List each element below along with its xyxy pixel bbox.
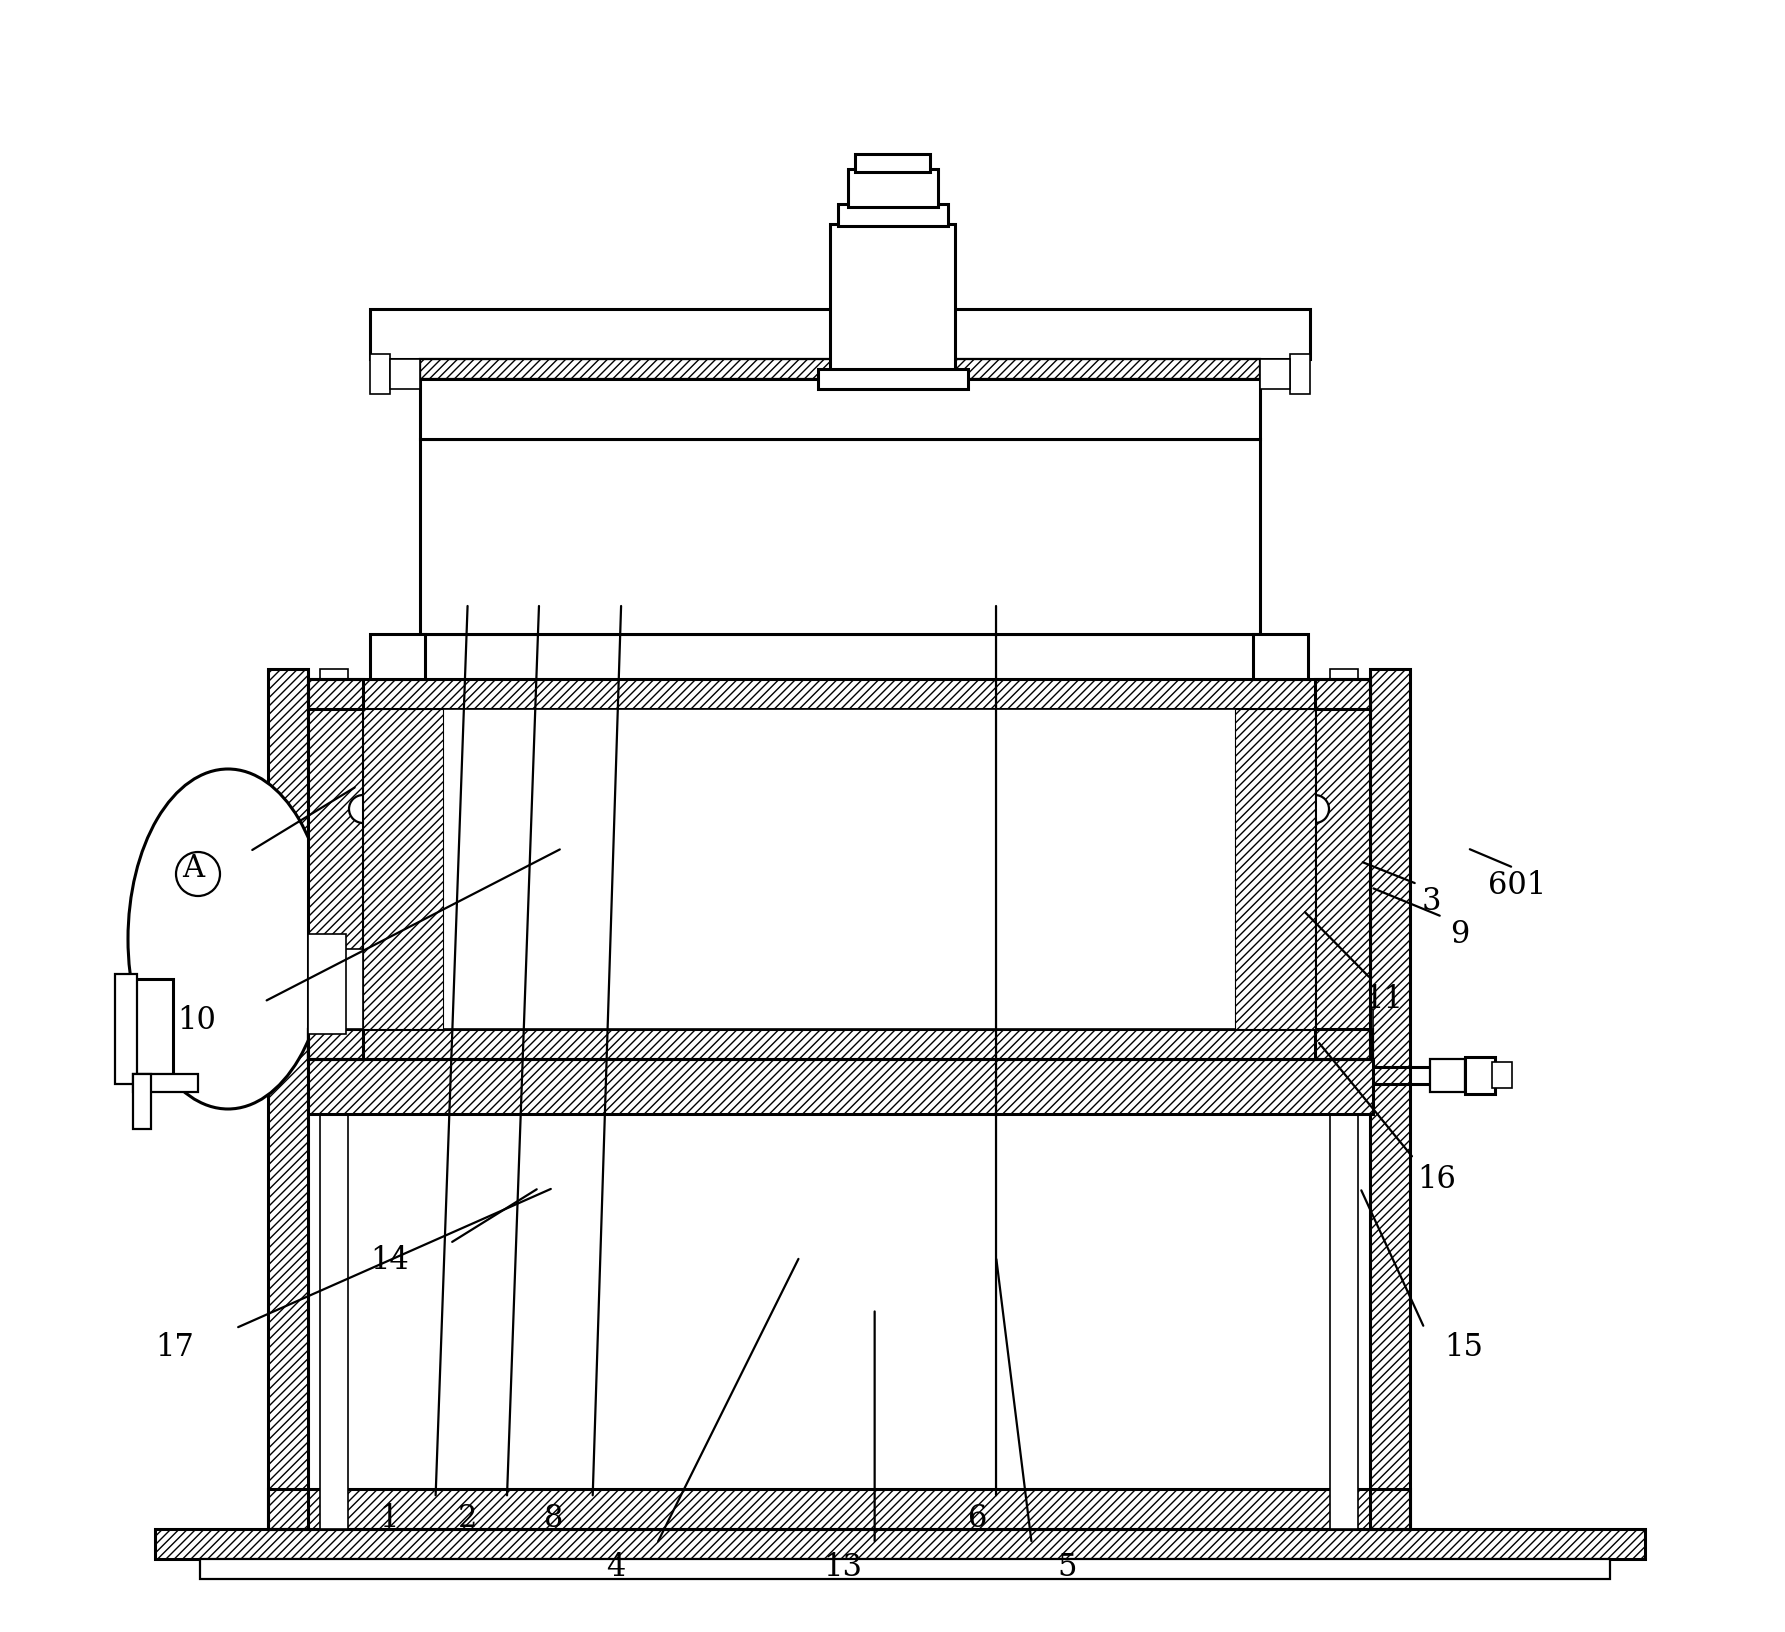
Bar	[114, 974, 137, 1084]
Text: 17: 17	[155, 1332, 195, 1361]
Bar	[1371, 669, 1410, 1529]
Bar	[419, 439, 1260, 635]
Bar	[818, 370, 967, 390]
Text: 10: 10	[177, 1005, 216, 1035]
Bar	[268, 1488, 1410, 1529]
Bar	[362, 710, 443, 1030]
Bar	[309, 1030, 1371, 1059]
Bar	[309, 679, 1371, 710]
Bar	[419, 359, 1260, 380]
Bar	[268, 1488, 1410, 1529]
Bar	[419, 380, 1260, 439]
Bar	[848, 170, 937, 207]
Bar	[309, 935, 346, 1035]
Bar	[1330, 669, 1358, 1529]
Bar	[369, 635, 425, 679]
Bar	[309, 1030, 1373, 1059]
Bar	[837, 206, 948, 227]
Bar	[309, 950, 362, 1030]
Circle shape	[350, 795, 377, 824]
Bar	[1253, 635, 1308, 679]
Bar	[1316, 679, 1371, 1059]
Bar	[419, 359, 1260, 380]
Text: 11: 11	[1364, 984, 1403, 1013]
Bar	[369, 354, 389, 395]
Bar	[134, 1074, 152, 1129]
Circle shape	[121, 1046, 150, 1074]
Bar	[389, 359, 419, 390]
Bar	[268, 669, 309, 1529]
Bar	[1260, 359, 1291, 390]
Text: 1: 1	[380, 1503, 398, 1532]
Bar	[155, 1529, 1646, 1559]
Bar	[309, 1030, 1371, 1059]
Text: A: A	[182, 854, 203, 883]
Bar	[1371, 669, 1410, 1529]
Bar	[309, 1059, 1373, 1115]
Bar	[309, 679, 1371, 710]
Bar	[155, 1529, 1646, 1559]
Text: 3: 3	[1423, 886, 1440, 916]
Ellipse shape	[129, 770, 328, 1110]
Bar	[369, 310, 1310, 359]
Text: 14: 14	[369, 1245, 409, 1275]
Text: 2: 2	[459, 1503, 477, 1532]
Text: 16: 16	[1417, 1164, 1457, 1193]
Text: 5: 5	[1059, 1552, 1076, 1581]
Circle shape	[1301, 795, 1330, 824]
Bar	[1492, 1062, 1512, 1089]
Bar	[1291, 354, 1310, 395]
Bar	[309, 1009, 1373, 1030]
Text: 15: 15	[1444, 1332, 1483, 1361]
Text: 6: 6	[969, 1503, 987, 1532]
Bar	[1465, 1058, 1496, 1095]
Bar	[320, 669, 348, 1529]
Bar	[309, 679, 362, 1059]
Text: 13: 13	[823, 1552, 862, 1581]
Bar	[1316, 679, 1371, 1059]
Text: 4: 4	[607, 1552, 625, 1581]
Bar	[200, 1559, 1610, 1580]
Bar	[362, 710, 1316, 1030]
Bar	[268, 669, 309, 1529]
Circle shape	[177, 852, 220, 896]
Bar	[1430, 1059, 1465, 1092]
Text: 601: 601	[1489, 870, 1546, 899]
Text: 9: 9	[1451, 919, 1469, 948]
Text: 8: 8	[544, 1503, 562, 1532]
Bar	[1235, 710, 1316, 1030]
Bar	[855, 155, 930, 173]
Bar	[134, 1074, 198, 1092]
Bar	[309, 1059, 1373, 1115]
Bar	[309, 679, 362, 1059]
Bar	[830, 225, 955, 380]
Bar	[134, 979, 173, 1074]
